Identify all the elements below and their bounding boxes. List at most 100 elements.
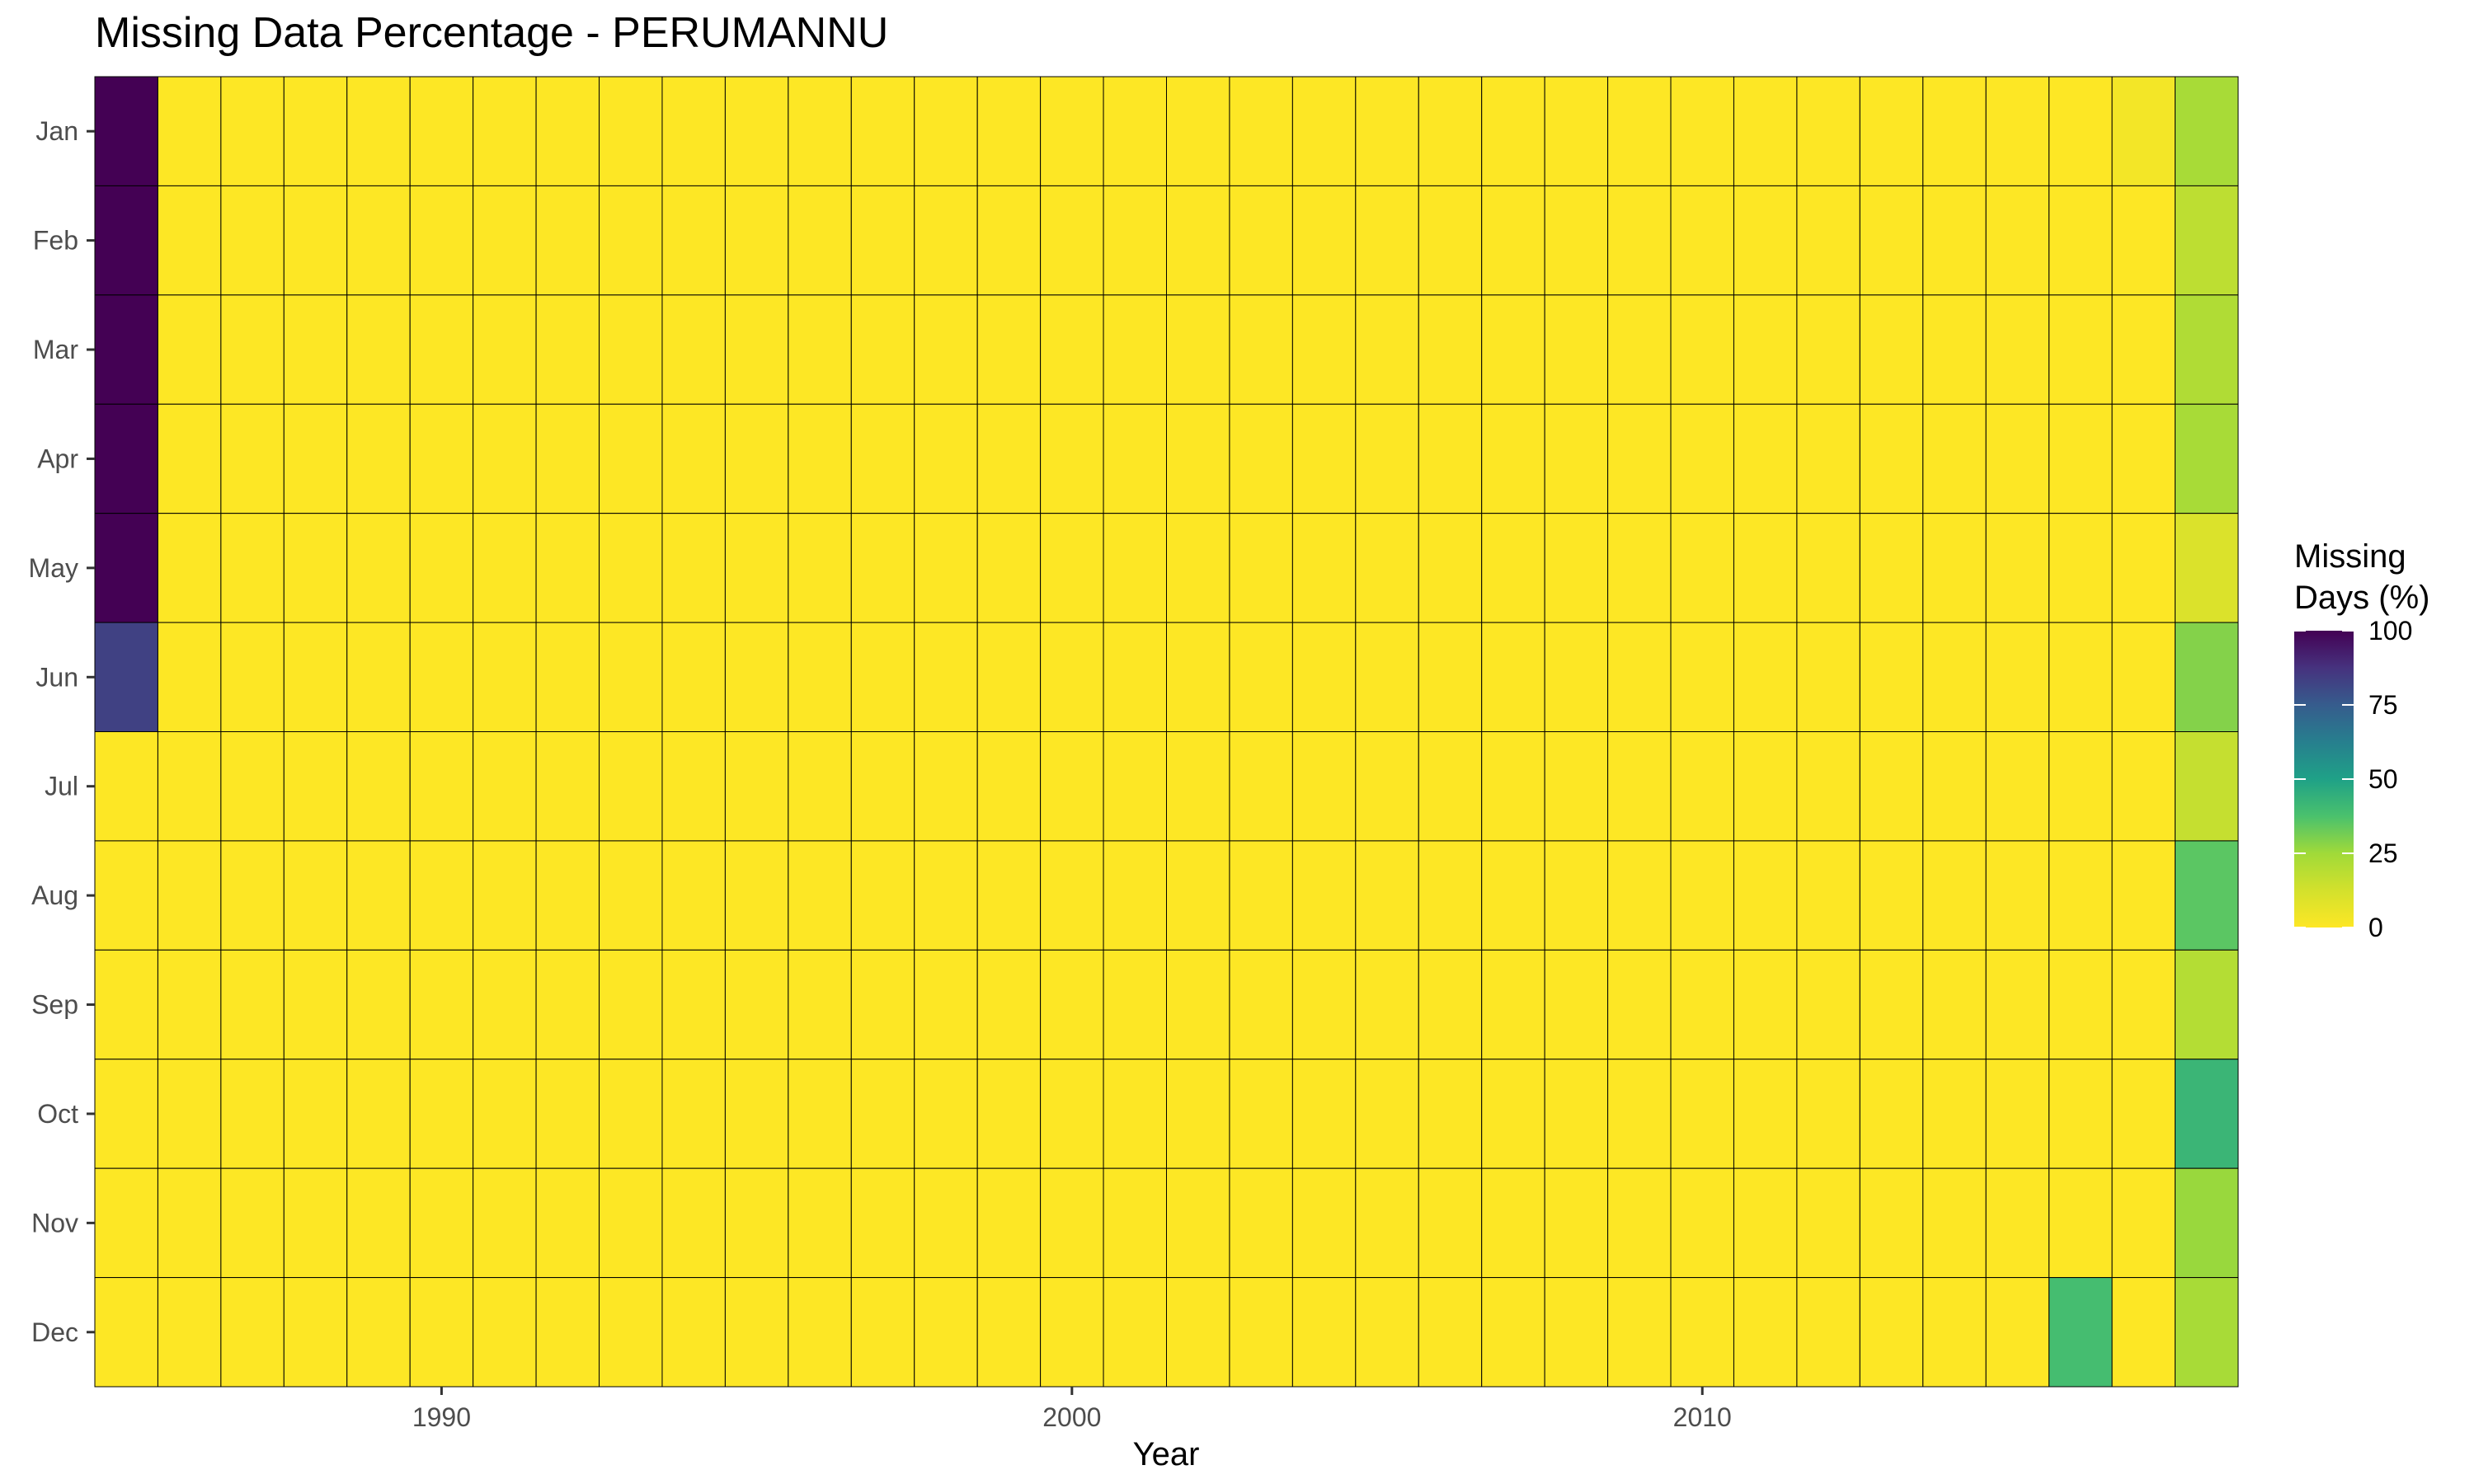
heatmap-cell-2014-feb <box>1922 185 1987 296</box>
heatmap-cell-2008-may <box>1544 513 1609 623</box>
heatmap-cell-1991-jul <box>473 731 537 842</box>
heatmap-cell-2005-mar <box>1355 294 1419 405</box>
heatmap-cell-2013-mar <box>1859 294 1924 405</box>
heatmap-cell-1999-nov <box>976 1167 1042 1279</box>
heatmap-cell-1987-jan <box>220 76 285 186</box>
heatmap-cell-1985-jul <box>94 731 158 842</box>
heatmap-cell-2014-dec <box>1922 1277 1987 1388</box>
y-tick-label-jan: Jan <box>35 116 78 146</box>
heatmap-cell-1989-aug <box>346 840 411 951</box>
heatmap-cell-2002-may <box>1166 513 1230 623</box>
heatmap-cell-2010-oct <box>1670 1059 1734 1169</box>
heatmap-cell-1987-feb <box>220 185 285 296</box>
heatmap-cell-2017-dec <box>2111 1277 2176 1388</box>
heatmap-cell-1985-jun <box>94 622 158 732</box>
heatmap-cell-2005-apr <box>1355 403 1419 514</box>
heatmap-cell-1998-apr <box>914 403 978 514</box>
heatmap-cell-2007-jul <box>1481 731 1545 842</box>
heatmap-cell-1990-jun <box>409 622 474 732</box>
heatmap-cell-2010-jul <box>1670 731 1734 842</box>
y-tick-label-dec: Dec <box>31 1317 78 1347</box>
heatmap-cell-1995-jan <box>724 76 789 186</box>
heatmap-cell-1995-oct <box>724 1059 789 1169</box>
y-tick-label-jun: Jun <box>35 662 78 692</box>
heatmap-cell-1993-mar <box>599 294 663 405</box>
heatmap-cell-1997-mar <box>850 294 915 405</box>
heatmap-cell-1989-nov <box>346 1167 411 1279</box>
heatmap-cell-1998-aug <box>914 840 978 951</box>
heatmap-cell-2012-oct <box>1796 1059 1860 1169</box>
heatmap-cell-2009-jun <box>1607 622 1672 732</box>
heatmap-cell-2014-jan <box>1922 76 1987 186</box>
heatmap-cell-1999-dec <box>976 1277 1042 1388</box>
heatmap-cell-2017-sep <box>2111 949 2176 1060</box>
heatmap-cell-1998-oct <box>914 1059 978 1169</box>
heatmap-cells <box>94 76 2239 1388</box>
heatmap-cell-2006-jan <box>1418 76 1483 186</box>
heatmap-cell-2018-dec <box>2175 1277 2239 1388</box>
heatmap-cell-2016-jun <box>2048 622 2113 732</box>
heatmap-cell-1985-feb <box>94 185 158 296</box>
heatmap-cell-1992-mar <box>535 294 600 405</box>
heatmap-cell-1997-jan <box>850 76 915 186</box>
heatmap-cell-2000-nov <box>1040 1167 1104 1279</box>
heatmap-cell-2015-dec <box>1985 1277 2050 1388</box>
heatmap-cell-1996-dec <box>788 1277 852 1388</box>
y-tick-label-jul: Jul <box>45 772 78 801</box>
heatmap-cell-2010-mar <box>1670 294 1734 405</box>
heatmap-cell-2004-aug <box>1291 840 1357 951</box>
heatmap-cell-1999-aug <box>976 840 1042 951</box>
heatmap-cell-2017-aug <box>2111 840 2176 951</box>
heatmap-cell-1990-nov <box>409 1167 474 1279</box>
heatmap-cell-1999-jun <box>976 622 1042 732</box>
heatmap-cell-2001-jul <box>1103 731 1168 842</box>
heatmap-cell-1998-sep <box>914 949 978 1060</box>
heatmap-cell-2016-may <box>2048 513 2113 623</box>
heatmap-cell-1999-jul <box>976 731 1042 842</box>
heatmap-cell-1993-feb <box>599 185 663 296</box>
heatmap-cell-1993-jun <box>599 622 663 732</box>
heatmap-cell-2017-nov <box>2111 1167 2176 1279</box>
heatmap-cell-1992-oct <box>535 1059 600 1169</box>
heatmap-cell-2007-mar <box>1481 294 1545 405</box>
heatmap-cell-2000-sep <box>1040 949 1104 1060</box>
heatmap-cell-1988-sep <box>283 949 348 1060</box>
heatmap-cell-1990-oct <box>409 1059 474 1169</box>
heatmap-cell-1996-apr <box>788 403 852 514</box>
heatmap-cell-1999-mar <box>976 294 1042 405</box>
heatmap-cell-1986-jul <box>157 731 222 842</box>
heatmap-cell-1997-sep <box>850 949 915 1060</box>
heatmap-cell-1995-sep <box>724 949 789 1060</box>
heatmap-cell-2011-feb <box>1733 185 1798 296</box>
heatmap-cell-1997-jun <box>850 622 915 732</box>
heatmap-cell-2010-aug <box>1670 840 1734 951</box>
heatmap-cell-1997-may <box>850 513 915 623</box>
heatmap-cell-2001-may <box>1103 513 1168 623</box>
heatmap-cell-2015-jun <box>1985 622 2050 732</box>
heatmap-cell-2018-may <box>2175 513 2239 623</box>
legend-tick-label-0: 0 <box>2368 913 2383 942</box>
heatmap-cell-2015-jan <box>1985 76 2050 186</box>
heatmap-cell-1986-aug <box>157 840 222 951</box>
heatmap-cell-2015-aug <box>1985 840 2050 951</box>
heatmap-cell-2004-feb <box>1291 185 1357 296</box>
legend-tick-label-50: 50 <box>2368 764 2398 794</box>
heatmap-cell-2009-aug <box>1607 840 1672 951</box>
x-tick-label-2000: 2000 <box>1042 1402 1101 1432</box>
heatmap-cell-1995-jul <box>724 731 789 842</box>
heatmap-cell-1988-nov <box>283 1167 348 1279</box>
heatmap-cell-2003-jun <box>1229 622 1293 732</box>
heatmap-cell-1997-apr <box>850 403 915 514</box>
heatmap-cell-2012-feb <box>1796 185 1860 296</box>
heatmap-cell-2005-feb <box>1355 185 1419 296</box>
heatmap-cell-2018-apr <box>2175 403 2239 514</box>
x-axis: 1990 2000 2010 <box>412 1387 1732 1432</box>
heatmap-cell-2004-jun <box>1291 622 1357 732</box>
heatmap-cell-2016-aug <box>2048 840 2113 951</box>
heatmap-cell-1985-jan <box>94 76 158 186</box>
heatmap-cell-2004-sep <box>1291 949 1357 1060</box>
heatmap-cell-2008-jun <box>1544 622 1609 732</box>
heatmap-cell-1994-aug <box>661 840 726 951</box>
heatmap-cell-2008-jul <box>1544 731 1609 842</box>
heatmap-cell-1995-jun <box>724 622 789 732</box>
